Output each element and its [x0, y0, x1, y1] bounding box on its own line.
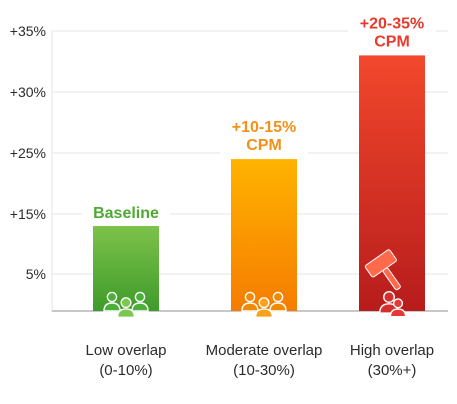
gavel-icon	[364, 249, 401, 291]
people-group-icon	[379, 290, 407, 318]
data-label-background	[220, 115, 308, 158]
data-label: CPM	[246, 137, 282, 154]
bar	[231, 159, 297, 311]
category-sublabel: (10-30%)	[233, 362, 295, 379]
bar-icons	[103, 249, 407, 319]
people-group-icon	[241, 291, 287, 319]
y-tick-label: +25%	[10, 145, 46, 161]
y-tick-label: +35%	[10, 23, 46, 39]
y-axis-ticks: +35% +30% +25% +15% 5%	[10, 23, 46, 282]
y-tick-label: 5%	[26, 266, 46, 282]
data-label: Baseline	[93, 205, 159, 222]
y-tick-label: +15%	[10, 206, 46, 222]
category-sublabel: (0-10%)	[99, 362, 152, 379]
y-tick-label: +30%	[10, 84, 46, 100]
data-label: CPM	[374, 33, 410, 50]
people-group-icon	[103, 291, 149, 319]
x-axis-categories: Low overlap (0-10%) Moderate overlap (10-30…	[86, 342, 435, 379]
data-label: +20-35%	[360, 15, 425, 32]
data-labels: Baseline+10-15%CPM+20-35%CPM	[82, 11, 436, 224]
category-sublabel: (30%+)	[368, 362, 417, 379]
category-label: High overlap	[350, 342, 434, 359]
category-label: Moderate overlap	[206, 342, 323, 359]
data-label: +10-15%	[232, 119, 297, 136]
bar	[93, 226, 159, 311]
data-label-background	[82, 201, 170, 224]
data-label-background	[348, 11, 436, 54]
category-label: Low overlap	[86, 342, 167, 359]
